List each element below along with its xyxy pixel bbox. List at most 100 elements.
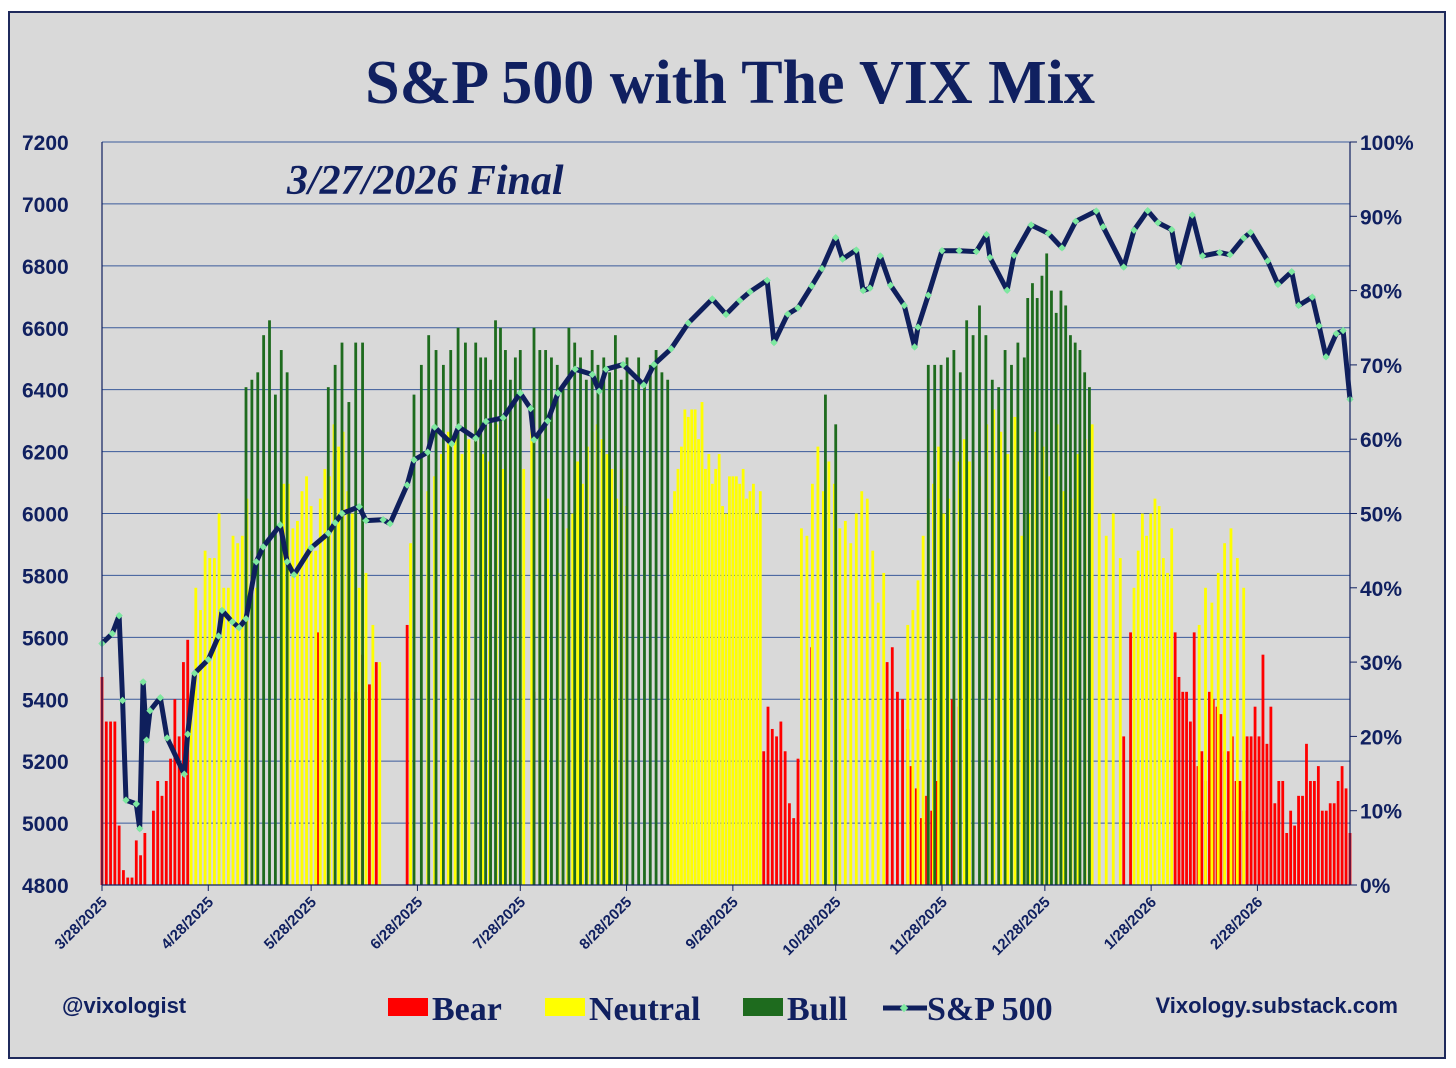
x-tick-label: 2/28/2026 (1207, 894, 1266, 953)
bar-bear (930, 810, 934, 885)
bar-bull (990, 379, 994, 885)
bar-bear (1238, 780, 1242, 885)
bar-neutral (318, 498, 322, 885)
bar-neutral (724, 513, 728, 885)
left-tick-label: 6400 (22, 380, 69, 403)
sp500-point (1315, 322, 1323, 330)
sp500-point (338, 509, 346, 518)
bar-neutral (962, 439, 966, 885)
bar-neutral (364, 572, 368, 885)
bar-neutral (745, 498, 748, 885)
bar-bull (1031, 283, 1034, 885)
bar-neutral (1118, 558, 1122, 885)
right-tick-label: 20% (1360, 726, 1402, 749)
bar-bull (584, 379, 588, 885)
bar-bear (1181, 691, 1185, 885)
bar-bull (256, 372, 260, 886)
right-tick-label: 0% (1360, 875, 1391, 898)
bar-neutral (865, 498, 869, 885)
bar-bear (126, 877, 130, 885)
bar-bull (1088, 387, 1091, 885)
bar-neutral (731, 476, 735, 885)
legend-label: Bull (787, 991, 847, 1028)
sp500-point (499, 414, 507, 422)
bar-bull (1078, 350, 1082, 885)
sp500-point (472, 434, 480, 442)
bar-neutral (882, 572, 886, 885)
sp500-point (736, 296, 744, 305)
bar-neutral (1104, 535, 1108, 885)
legend-swatch-bull (743, 998, 783, 1016)
sp500-point (571, 365, 579, 373)
bar-bear (1324, 810, 1328, 885)
sp500-point (184, 730, 192, 738)
bar-bull (494, 320, 497, 885)
sp500-point (324, 529, 332, 537)
sp500-point (362, 516, 370, 525)
x-tick-label: 10/28/2025 (779, 894, 844, 959)
bar-bear (122, 870, 125, 885)
bar-bull (434, 350, 438, 885)
bar-neutral (1223, 543, 1227, 885)
bar-bull (1064, 305, 1068, 886)
bar-bull (933, 364, 937, 885)
right-tick-label: 10% (1360, 801, 1402, 824)
sp500-point (530, 436, 538, 444)
bar-neutral (854, 513, 858, 885)
bar-bear (1289, 810, 1293, 885)
bar-neutral (240, 535, 244, 885)
bar-neutral (501, 468, 505, 885)
right-tick-label: 100% (1360, 132, 1414, 155)
sp500-point (290, 571, 298, 579)
bar-neutral (921, 535, 925, 885)
bar-bull (984, 335, 988, 885)
bar-neutral (680, 446, 683, 885)
bar-bear (113, 721, 117, 885)
bar-neutral (1229, 528, 1233, 885)
bar-bull (474, 342, 478, 885)
bar-neutral (440, 454, 443, 885)
sp500-point (1092, 207, 1100, 215)
bar-bull (946, 357, 949, 886)
sp500-point (410, 456, 418, 464)
x-tick-label: 6/28/2025 (367, 894, 426, 953)
bar-neutral (199, 610, 202, 885)
left-tick-label: 6600 (22, 318, 69, 341)
left-tick-label: 6000 (22, 504, 69, 527)
bar-neutral (1090, 424, 1094, 885)
bar-neutral (530, 424, 534, 885)
bar-neutral (690, 409, 694, 885)
x-tick-label: 1/28/2026 (1101, 894, 1160, 953)
sp500-point (132, 800, 140, 808)
bar-neutral (323, 468, 327, 885)
bar-bull (666, 379, 670, 885)
sp500-point (403, 481, 411, 489)
bar-neutral (752, 483, 755, 885)
sp500-point (808, 282, 816, 290)
legend-swatch-bear (388, 998, 428, 1016)
bar-bear (1253, 706, 1257, 885)
sp500-point (886, 281, 895, 290)
bar-neutral (700, 402, 704, 885)
legend-label: S&P 500 (927, 991, 1053, 1028)
sp500-point (283, 558, 291, 566)
bar-bear (177, 736, 181, 885)
bar-neutral (738, 483, 742, 885)
bar-neutral (194, 587, 198, 885)
bar-bear (950, 699, 954, 885)
bar-bull (479, 357, 483, 886)
sp500-point (331, 519, 339, 527)
sp500-point (818, 264, 826, 273)
bar-neutral (1157, 506, 1161, 885)
bar-bull (971, 335, 975, 885)
bar-neutral (916, 580, 920, 885)
bar-neutral (805, 535, 809, 885)
bar-neutral (697, 439, 700, 885)
bar-neutral (811, 483, 814, 885)
bar-bull (1073, 342, 1077, 885)
sp500-point (763, 276, 771, 285)
bar-neutral (282, 483, 286, 885)
bar-neutral (937, 446, 940, 885)
bar-bull (285, 372, 289, 886)
sp500-point (1044, 229, 1052, 238)
